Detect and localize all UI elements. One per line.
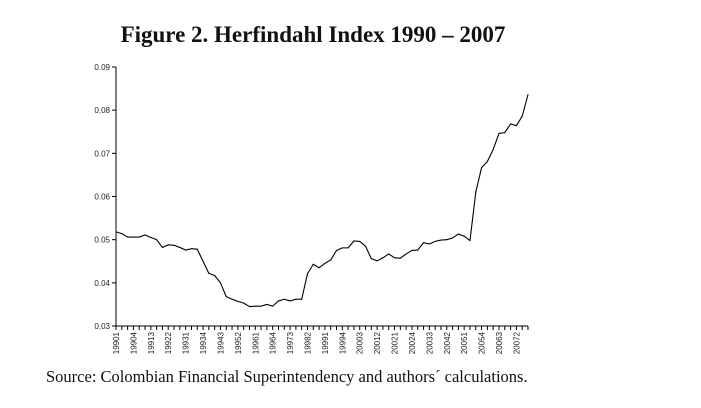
series-segment: [515, 115, 523, 127]
series-segment: [324, 259, 332, 264]
series-segment: [446, 237, 454, 241]
series-segment: [359, 240, 367, 247]
series-segment: [370, 258, 378, 262]
series-segment: [510, 123, 517, 127]
x-tick-label: 19973: [286, 331, 295, 354]
series-segment: [457, 233, 465, 237]
y-tick-label: 0.04: [94, 279, 110, 288]
series-segment: [144, 234, 152, 239]
x-tick-label: 20063: [495, 331, 504, 354]
x-tick-label: 19982: [303, 331, 312, 354]
series-segment: [335, 247, 343, 252]
series-segment: [179, 246, 187, 251]
series-segment: [486, 148, 494, 163]
series-segment: [173, 244, 181, 248]
series-segment: [231, 298, 239, 302]
x-tick-label: 19991: [321, 331, 330, 354]
y-tick-label: 0.08: [94, 106, 110, 115]
series-segment: [277, 298, 285, 302]
x-tick-label: 20042: [443, 331, 452, 354]
x-tick-label: 20051: [460, 331, 469, 354]
y-axis-ticks: 0.03 0.04 0.05 0.06 0.07 0.08 0.09: [94, 63, 116, 331]
x-tick-label: 19934: [199, 331, 208, 354]
x-tick-label: 19904: [129, 331, 138, 354]
x-tick-label: 20072: [512, 331, 521, 354]
series-segment: [399, 253, 407, 259]
series-segment: [115, 231, 123, 235]
series-segment: [469, 191, 477, 242]
series-segment: [428, 240, 436, 245]
series-segment: [306, 263, 314, 275]
x-tick-label: 19943: [216, 331, 225, 354]
x-tick-label: 20012: [373, 331, 382, 354]
series-segment: [364, 245, 372, 260]
series-segment: [376, 257, 384, 262]
series-segment: [266, 303, 274, 307]
chart-axes: [115, 67, 528, 327]
series-segment: [260, 303, 268, 307]
series-segment: [405, 249, 413, 255]
x-tick-label: 20033: [425, 331, 434, 354]
y-tick-label: 0.03: [94, 322, 110, 331]
series-segment: [382, 253, 390, 259]
series-segment: [156, 239, 163, 248]
series-segment: [481, 160, 488, 169]
series-segment: [301, 273, 309, 300]
x-tick-label: 19961: [251, 331, 260, 354]
series-segment: [504, 123, 512, 134]
series-segment: [196, 248, 204, 262]
series-segment: [243, 302, 251, 308]
series-segment: [161, 244, 169, 248]
x-tick-label: 19931: [182, 331, 191, 354]
series-lines: [115, 94, 529, 308]
series-segment: [208, 272, 216, 277]
x-tick-label: 19952: [234, 331, 243, 354]
x-tick-label: 20003: [356, 331, 365, 354]
chart-source-note: Source: Colombian Financial Superintende…: [46, 367, 528, 386]
series-segment: [150, 236, 158, 241]
series-segment: [521, 94, 529, 117]
series-segment: [417, 242, 425, 251]
series-segment: [434, 239, 442, 242]
series-segment: [289, 298, 297, 302]
series-segment: [452, 233, 459, 239]
series-segment: [121, 233, 129, 238]
series-segment: [202, 260, 210, 274]
series-segment: [283, 298, 291, 302]
x-tick-label: 19964: [269, 331, 278, 354]
series-segment: [463, 235, 471, 242]
series-segment: [422, 242, 430, 245]
x-tick-label: 20024: [408, 331, 417, 354]
series-segment: [237, 300, 245, 304]
y-tick-label: 0.05: [94, 236, 110, 245]
x-tick-label: 19994: [338, 331, 347, 354]
y-tick-label: 0.09: [94, 63, 110, 72]
series-segment: [318, 262, 326, 269]
series-segment: [388, 253, 396, 259]
series-segment: [475, 167, 483, 193]
series-segment: [138, 234, 146, 238]
x-tick-label: 19922: [164, 331, 173, 354]
series-segment: [330, 249, 338, 261]
y-tick-label: 0.06: [94, 193, 110, 202]
x-tick-label: 19913: [147, 331, 156, 354]
series-segment: [214, 274, 222, 284]
series-segment: [225, 296, 233, 300]
x-tick-label: 20021: [391, 331, 400, 354]
series-segment: [492, 132, 500, 150]
x-axis-ticks: 19901 19904 19913 19922 19931 19934 19943 19952…: [112, 326, 529, 354]
x-tick-label: 19901: [112, 331, 121, 354]
series-segment: [272, 300, 280, 307]
x-tick-label: 20054: [478, 331, 487, 354]
series-segment: [347, 240, 355, 249]
y-tick-label: 0.07: [94, 149, 110, 158]
series-segment: [498, 132, 506, 135]
series-segment: [312, 263, 320, 269]
series-segment: [185, 248, 192, 251]
chart-title: Figure 2. Herfindahl Index 1990 – 2007: [120, 22, 506, 47]
series-segment: [219, 282, 227, 298]
